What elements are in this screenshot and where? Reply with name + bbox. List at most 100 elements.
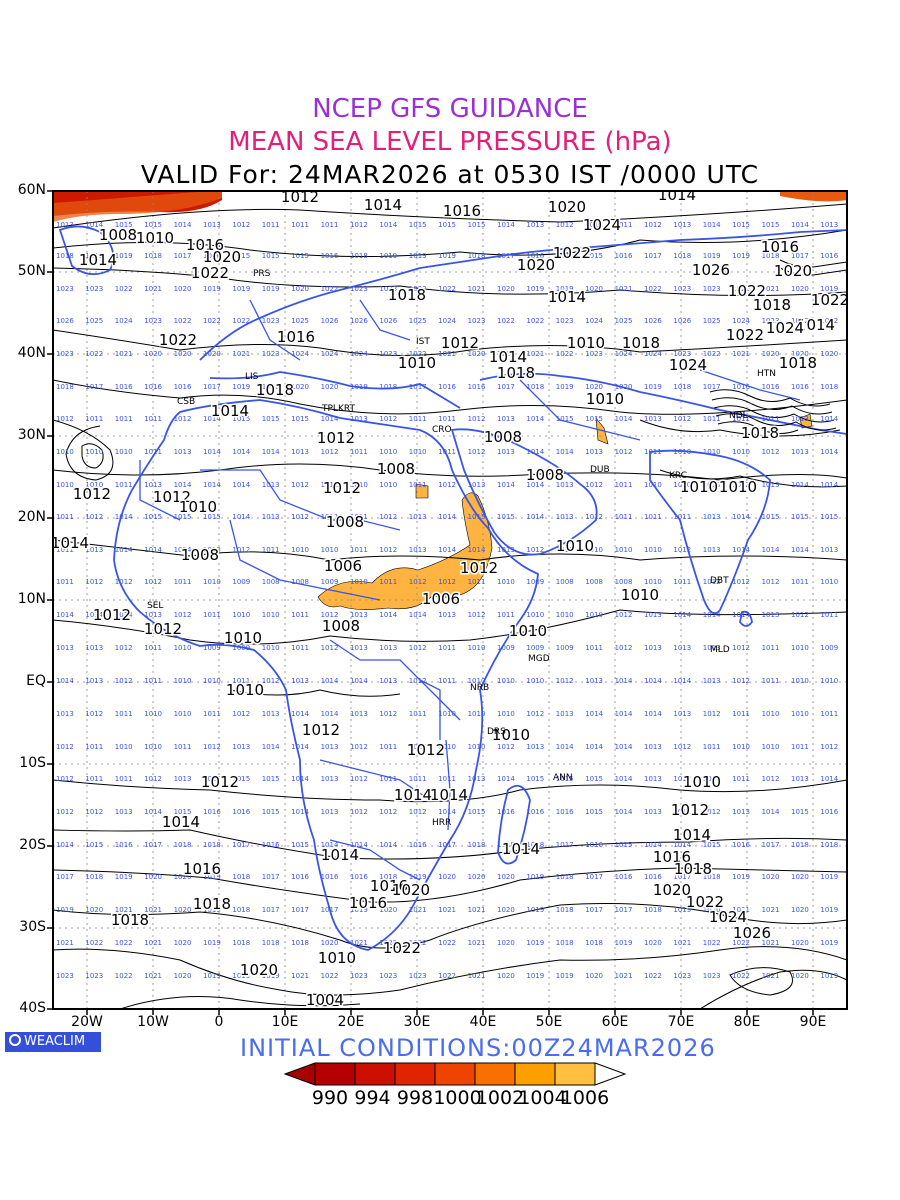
grid-value: 1020 — [144, 873, 162, 881]
grid-value: 1011 — [585, 644, 603, 652]
grid-value: 1014 — [144, 546, 162, 554]
grid-value: 1016 — [497, 808, 515, 816]
grid-value: 1010 — [115, 743, 133, 751]
grid-value: 1016 — [526, 252, 544, 260]
grid-value: 1019 — [203, 285, 221, 293]
isobar-label: 1010 — [226, 681, 264, 699]
grid-value: 1020 — [203, 350, 221, 358]
isobar-label: 1018 — [193, 895, 231, 913]
grid-value: 1012 — [615, 611, 633, 619]
grid-value: 1018 — [232, 939, 250, 947]
grid-value: 1014 — [791, 546, 809, 554]
grid-value: 1012 — [379, 808, 397, 816]
grid-value: 1022 — [438, 285, 456, 293]
grid-value: 1013 — [585, 677, 603, 685]
colorbar-level-label: 1004 — [518, 1087, 567, 1109]
grid-value: 1014 — [174, 221, 192, 229]
grid-value: 1014 — [438, 808, 456, 816]
grid-value: 1015 — [468, 221, 486, 229]
grid-value: 1010 — [673, 448, 691, 456]
grid-value: 1022 — [85, 350, 103, 358]
grid-value: 1012 — [409, 677, 427, 685]
isobar-label: 1016 — [186, 236, 224, 254]
grid-value: 1015 — [232, 775, 250, 783]
grid-value: 1021 — [144, 285, 162, 293]
grid-value: 1010 — [262, 611, 280, 619]
isobar-label: 1022 — [159, 331, 197, 349]
grid-value: 1015 — [585, 775, 603, 783]
grid-value: 1011 — [409, 481, 427, 489]
grid-value: 1017 — [703, 383, 721, 391]
colorbar-level-label: 998 — [396, 1087, 434, 1109]
grid-value: 1019 — [409, 873, 427, 881]
station-label: CSB — [177, 397, 195, 407]
grid-value: 1010 — [438, 710, 456, 718]
grid-value: 1017 — [262, 906, 280, 914]
isobar-label: 1010 — [567, 334, 605, 352]
grid-value: 1024 — [732, 317, 750, 325]
isobar-label: 1020 — [240, 961, 278, 979]
grid-value: 1012 — [409, 808, 427, 816]
grid-value: 1010 — [291, 546, 309, 554]
lat-label-40n: 40N — [17, 345, 46, 361]
grid-value: 1019 — [673, 906, 691, 914]
grid-value: 1011 — [615, 221, 633, 229]
grid-value: 1019 — [820, 906, 838, 914]
grid-value: 1020 — [468, 350, 486, 358]
grid-value: 1010 — [85, 448, 103, 456]
grid-value: 1011 — [85, 415, 103, 423]
grid-value: 1014 — [791, 481, 809, 489]
grid-value: 1019 — [526, 906, 544, 914]
isobar-label: 1006 — [324, 557, 362, 575]
grid-value: 1020 — [174, 873, 192, 881]
grid-value: 1010 — [820, 677, 838, 685]
grid-value: 1011 — [350, 513, 368, 521]
grid-value: 1010 — [468, 644, 486, 652]
lat-label-10n: 10N — [17, 591, 46, 607]
grid-value: 1012 — [673, 808, 691, 816]
grid-value: 1010 — [497, 578, 515, 586]
grid-value: 1021 — [732, 350, 750, 358]
grid-value: 1019 — [732, 252, 750, 260]
grid-value: 1017 — [791, 252, 809, 260]
grid-value: 1012 — [468, 611, 486, 619]
grid-value: 1013 — [703, 546, 721, 554]
grid-value: 1014 — [732, 546, 750, 554]
grid-value: 1014 — [526, 448, 544, 456]
grid-value: 1015 — [115, 221, 133, 229]
lon-label-20e: 20E — [337, 1014, 365, 1030]
grid-value: 1013 — [644, 808, 662, 816]
grid-value: 1014 — [673, 611, 691, 619]
grid-value: 1020 — [497, 350, 515, 358]
grid-value: 1015 — [526, 775, 544, 783]
grid-value: 1022 — [732, 285, 750, 293]
grid-value: 1015 — [144, 513, 162, 521]
grid-value: 1012 — [56, 775, 74, 783]
grid-value: 1019 — [379, 252, 397, 260]
grid-value: 1019 — [232, 972, 250, 980]
grid-value: 1013 — [644, 644, 662, 652]
grid-value: 1015 — [703, 841, 721, 849]
grid-value: 1013 — [644, 775, 662, 783]
isobar-label: 1026 — [733, 924, 771, 942]
grid-value: 1015 — [762, 221, 780, 229]
grid-value: 1015 — [585, 415, 603, 423]
grid-value: 1014 — [203, 775, 221, 783]
grid-value: 1018 — [291, 939, 309, 947]
grid-value: 1019 — [262, 972, 280, 980]
grid-value: 1014 — [820, 775, 838, 783]
grid-value: 1017 — [497, 383, 515, 391]
isobar-label: 1024 — [766, 319, 804, 337]
grid-value: 1011 — [115, 415, 133, 423]
grid-value: 1012 — [497, 743, 515, 751]
grid-value: 1011 — [174, 743, 192, 751]
grid-value: 1013 — [585, 448, 603, 456]
isobar-label: 1014 — [502, 840, 540, 858]
grid-value: 1012 — [379, 415, 397, 423]
grid-value: 1011 — [409, 710, 427, 718]
grid-value: 1017 — [262, 873, 280, 881]
grid-value: 1013 — [56, 221, 74, 229]
grid-value: 1010 — [174, 710, 192, 718]
grid-value: 1014 — [321, 415, 339, 423]
grid-value: 1014 — [556, 743, 574, 751]
